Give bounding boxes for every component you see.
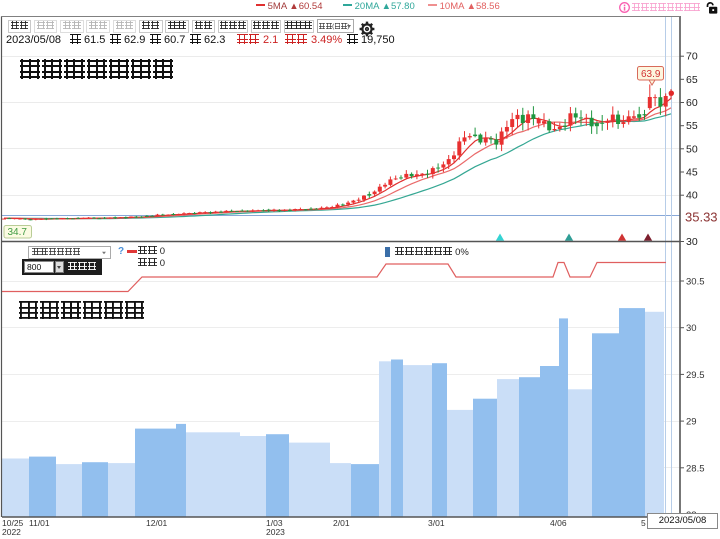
svg-text:30: 30 (686, 323, 697, 334)
svg-text:50: 50 (686, 143, 698, 155)
svg-text:30.5: 30.5 (686, 277, 705, 288)
svg-text:30: 30 (686, 236, 698, 248)
svg-text:70: 70 (686, 51, 698, 63)
svg-text:65: 65 (686, 74, 698, 86)
svg-text:63.9: 63.9 (641, 69, 661, 80)
svg-text:40: 40 (686, 190, 698, 202)
svg-text:29: 29 (686, 417, 697, 428)
svg-text:35.33: 35.33 (685, 210, 718, 225)
svg-text:45: 45 (686, 167, 698, 179)
svg-text:29.5: 29.5 (686, 370, 705, 381)
svg-text:60: 60 (686, 97, 698, 109)
svg-text:55: 55 (686, 120, 698, 132)
svg-text:34.7: 34.7 (8, 227, 28, 238)
svg-text:28.5: 28.5 (686, 463, 705, 474)
